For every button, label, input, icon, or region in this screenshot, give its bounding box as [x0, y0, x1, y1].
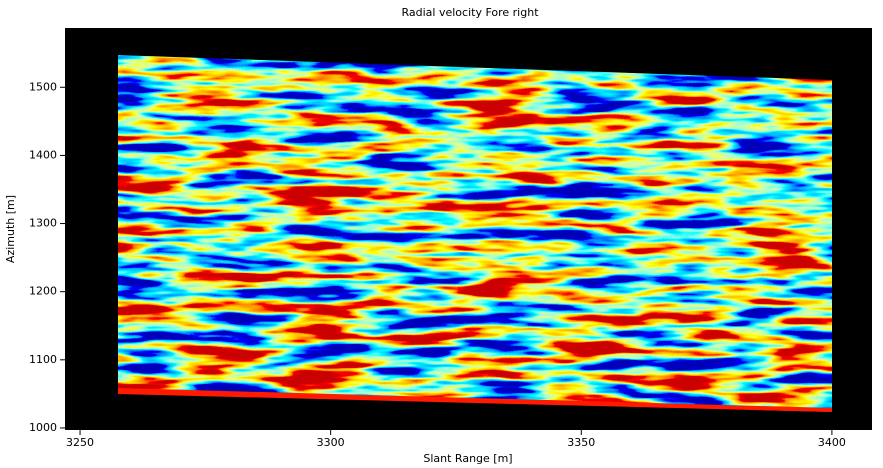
y-tick-label: 1400: [29, 148, 57, 161]
y-axis-label: Azimuth [m]: [4, 195, 17, 263]
x-tick-label: 3400: [818, 436, 846, 449]
y-tick-label: 1000: [29, 421, 57, 434]
edge-strip: [118, 388, 832, 412]
y-tick-label: 1200: [29, 285, 57, 298]
chart-title: Radial velocity Fore right: [401, 6, 539, 19]
x-tick-label: 3300: [317, 436, 345, 449]
y-tick-label: 1300: [29, 217, 57, 230]
x-tick-label: 3250: [66, 436, 94, 449]
x-tick-label: 3350: [567, 436, 595, 449]
velocity-field: [118, 55, 832, 412]
y-tick-label: 1100: [29, 353, 57, 366]
velocity-texture: [118, 55, 832, 412]
x-axis-label: Slant Range [m]: [423, 452, 512, 465]
y-tick-label: 1500: [29, 80, 57, 93]
